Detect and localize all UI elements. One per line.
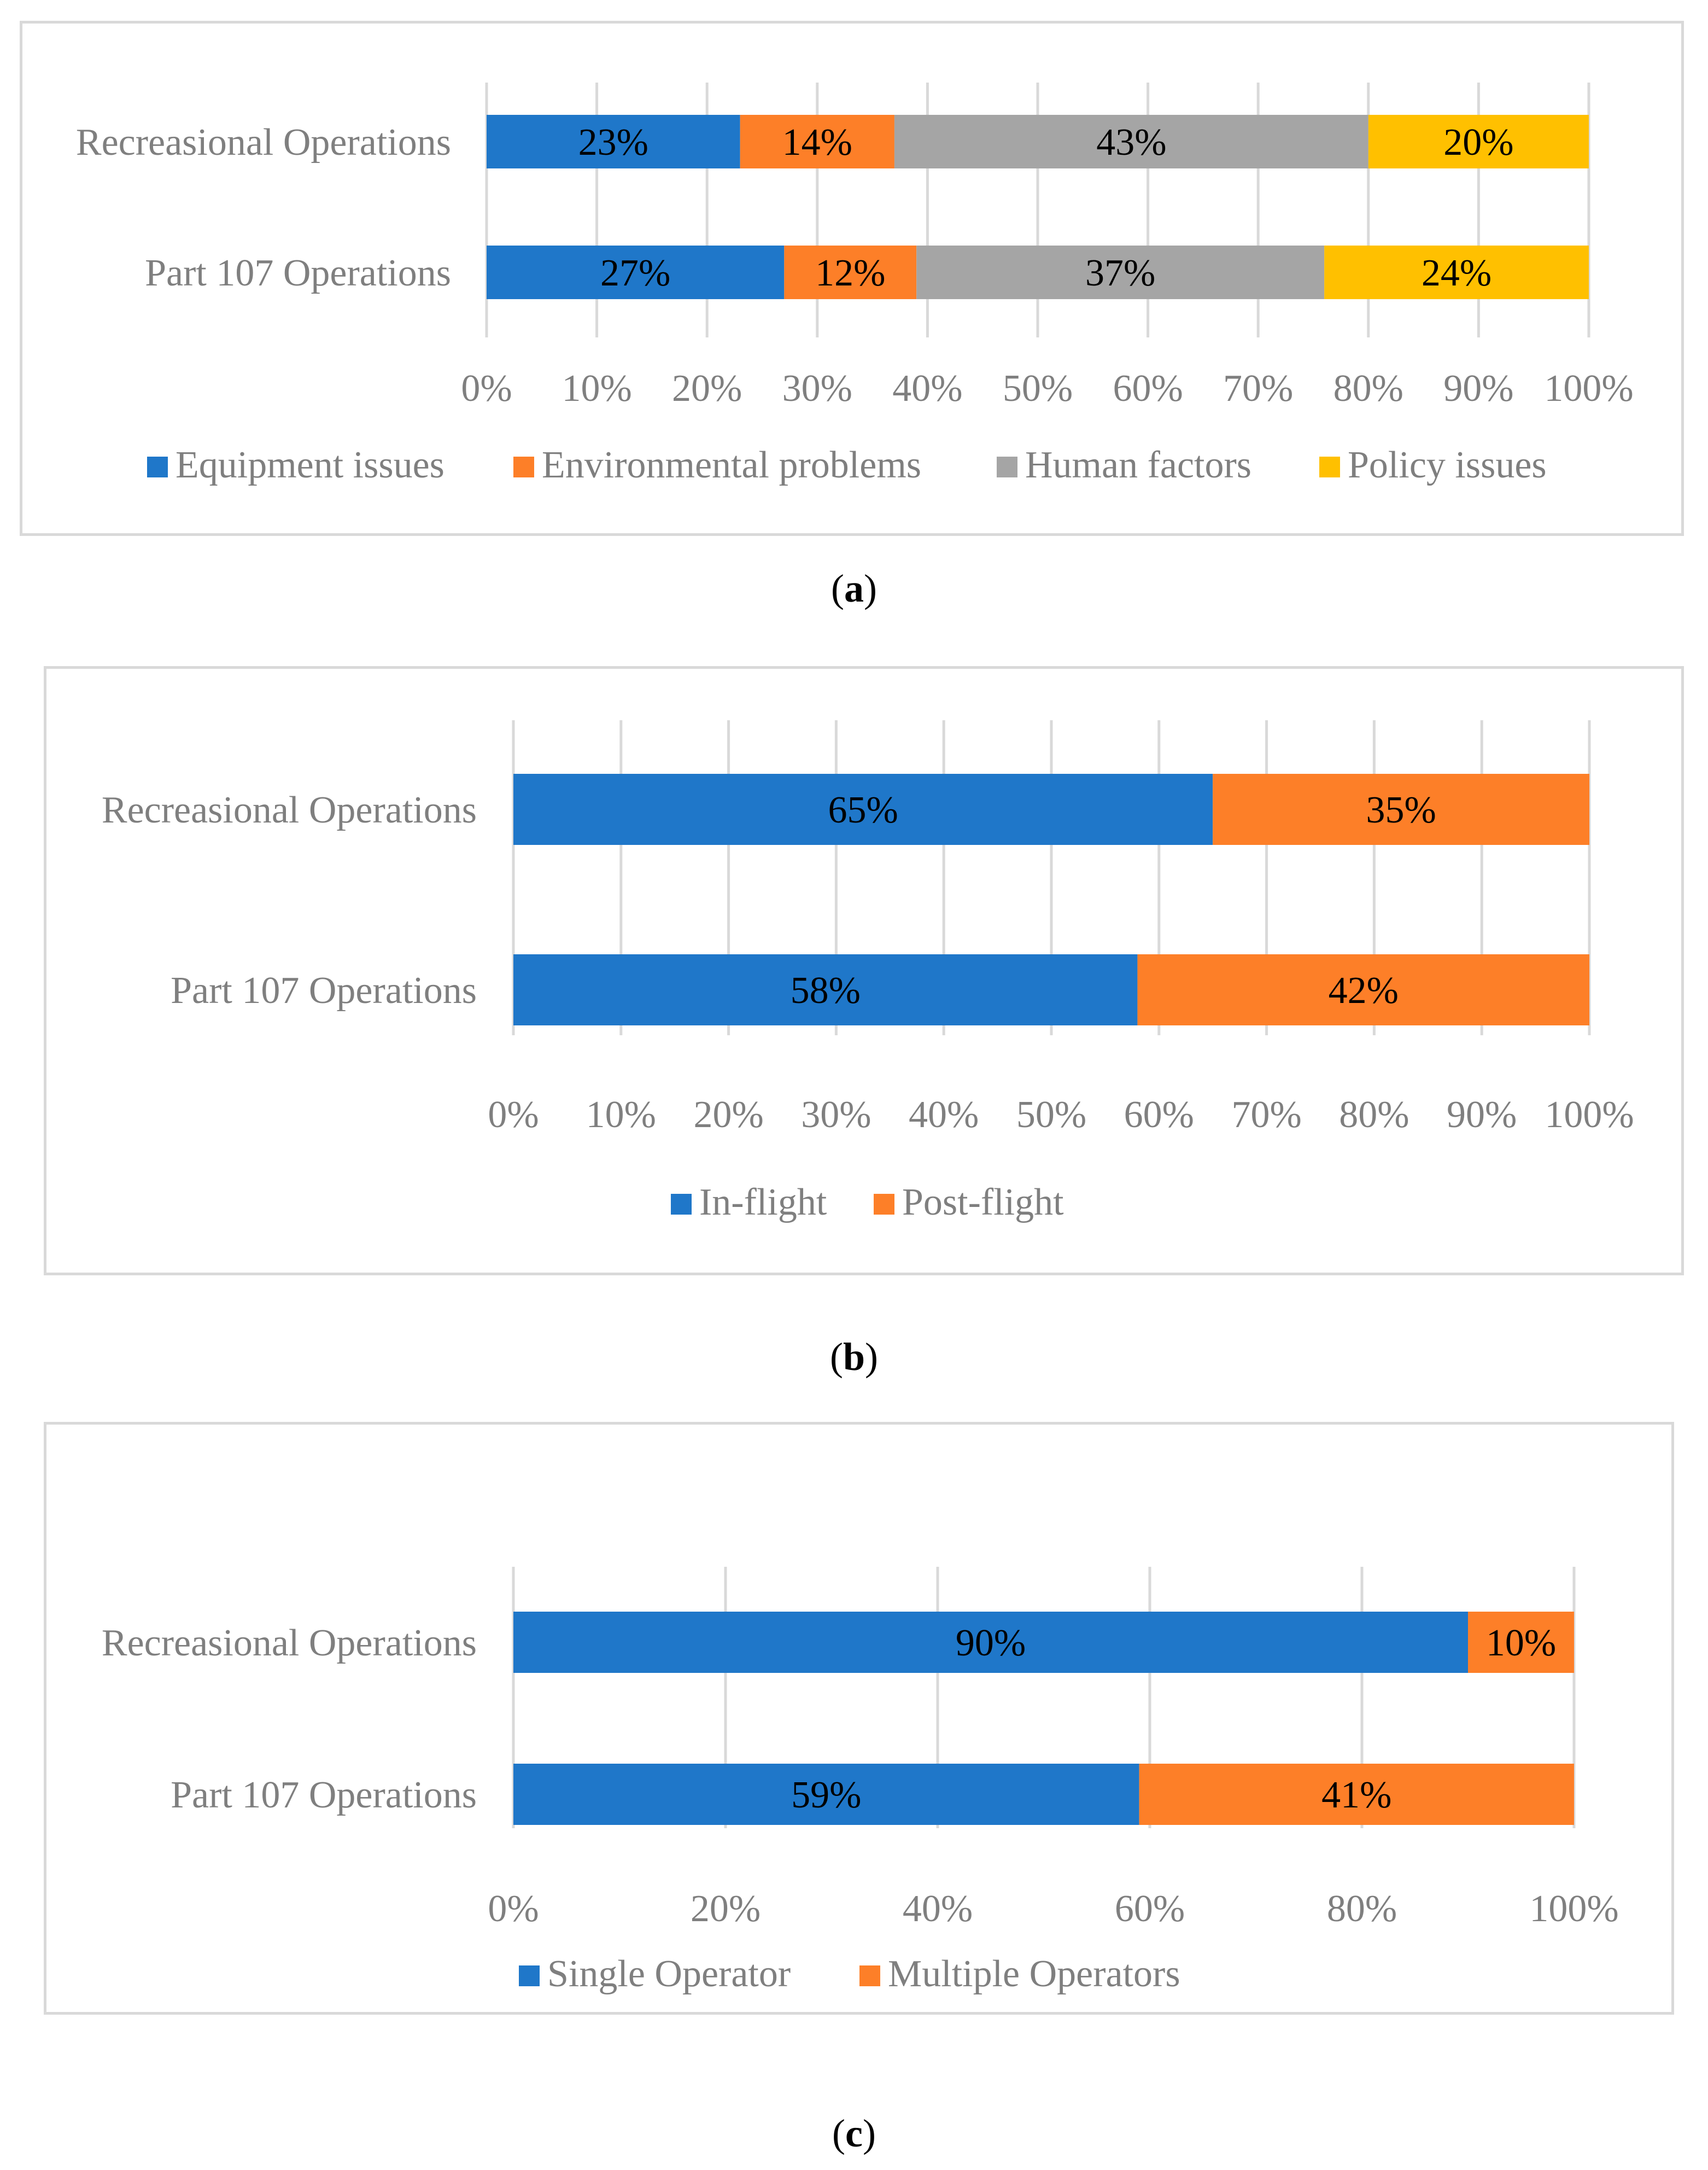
legend-label-c-0: Single Operator: [547, 1953, 791, 1995]
category-label-a-0: Recreasional Operations: [76, 121, 451, 164]
tick-label-b-0: 0%: [488, 1094, 539, 1136]
tick-label-a-0: 0%: [461, 368, 512, 410]
category-label-c-0: Recreasional Operations: [102, 1622, 477, 1664]
chart-c-svg: 0% 20% 40% 60% 80% 100% Recreasional Operation…: [102, 1567, 1619, 1995]
chart-a-svg: 0% 10% 20% 30% 40% 50% 60% 70% 80% 90% 100% Recreas…: [76, 83, 1634, 486]
tick-label-b-4: 40%: [909, 1094, 979, 1136]
legend-swatch-a-3: [1319, 457, 1340, 477]
bar-a-0-3: [1368, 115, 1589, 168]
tick-label-c-5: 100%: [1529, 1888, 1618, 1930]
bar-c-1-1: [1139, 1764, 1574, 1825]
data-label-a-0-2: 43%: [1096, 121, 1166, 164]
data-label-c-1-0: 59%: [791, 1774, 861, 1816]
bar-a-1-0: [487, 246, 785, 299]
legend-swatch-b-0: [671, 1194, 692, 1215]
data-label-b-0-1: 35%: [1366, 789, 1436, 831]
bar-a-0-1: [740, 115, 894, 168]
legend-swatch-b-1: [874, 1194, 894, 1215]
tick-label-b-5: 50%: [1016, 1094, 1086, 1136]
bar-a-1-1: [784, 246, 917, 299]
legend-swatch-a-0: [147, 457, 168, 477]
data-label-a-1-3: 24%: [1422, 252, 1491, 294]
legend-swatch-a-2: [997, 457, 1017, 477]
tick-label-a-1: 10%: [561, 368, 631, 410]
tick-label-a-10: 100%: [1544, 368, 1633, 410]
tick-label-a-3: 30%: [782, 368, 852, 410]
data-label-c-0-1: 10%: [1486, 1622, 1556, 1664]
legend-label-a-3: Policy issues: [1348, 444, 1547, 486]
tick-label-c-3: 60%: [1115, 1888, 1185, 1930]
bar-b-0-1: [1213, 774, 1589, 845]
data-label-a-1-1: 12%: [815, 252, 885, 294]
legend-label-b-0: In-flight: [699, 1181, 827, 1223]
caption-b: (b): [829, 1335, 878, 1379]
bar-b-0-0: [513, 774, 1213, 845]
chart-panel-a: 0% 10% 20% 30% 40% 50% 60% 70% 80% 90% 100% Recreas…: [20, 21, 1684, 536]
tick-label-a-5: 50%: [1003, 368, 1073, 410]
chart-panel-b: 0% 10% 20% 30% 40% 50% 60% 70% 80% 90% 100% Recreas…: [44, 666, 1684, 1275]
tick-label-a-7: 70%: [1223, 368, 1293, 410]
category-label-a-1: Part 107 Operations: [145, 252, 451, 294]
data-label-c-1-1: 41%: [1321, 1774, 1391, 1816]
caption-b-letter: b: [843, 1335, 865, 1379]
bar-b-1-1: [1137, 954, 1589, 1025]
category-label-b-1: Part 107 Operations: [171, 970, 477, 1012]
caption-a-letter: a: [844, 567, 864, 610]
data-label-a-0-1: 14%: [782, 121, 852, 164]
data-label-a-0-0: 23%: [578, 121, 648, 164]
tick-label-b-1: 10%: [586, 1094, 656, 1136]
tick-label-c-4: 80%: [1327, 1888, 1397, 1930]
data-label-b-0-0: 65%: [828, 789, 898, 831]
bar-c-0-0: [513, 1612, 1468, 1673]
tick-label-b-8: 80%: [1339, 1094, 1409, 1136]
tick-label-c-0: 0%: [488, 1888, 539, 1930]
tick-label-a-6: 60%: [1113, 368, 1183, 410]
legend-label-a-1: Environmental problems: [542, 444, 921, 486]
legend-swatch-a-1: [513, 457, 534, 477]
tick-label-a-2: 20%: [672, 368, 742, 410]
legend-label-a-2: Human factors: [1025, 444, 1251, 486]
data-label-a-1-0: 27%: [600, 252, 670, 294]
tick-label-b-3: 30%: [801, 1094, 871, 1136]
tick-label-b-10: 100%: [1545, 1094, 1634, 1136]
category-label-c-1: Part 107 Operations: [171, 1774, 477, 1816]
bar-a-1-3: [1324, 246, 1589, 299]
legend-swatch-c-1: [859, 1965, 880, 1986]
legend-label-c-1: Multiple Operators: [888, 1953, 1180, 1995]
bar-b-1-0: [513, 954, 1138, 1025]
data-label-b-1-0: 58%: [791, 970, 861, 1012]
bar-a-0-0: [487, 115, 740, 168]
bar-c-0-1: [1468, 1612, 1574, 1673]
data-label-b-1-1: 42%: [1329, 970, 1399, 1012]
tick-label-b-9: 90%: [1447, 1094, 1517, 1136]
tick-label-c-1: 20%: [691, 1888, 761, 1930]
legend-swatch-c-0: [519, 1965, 540, 1986]
bar-a-0-2: [894, 115, 1368, 168]
category-label-b-0: Recreasional Operations: [102, 789, 477, 831]
bar-a-1-2: [916, 246, 1325, 299]
legend-label-b-1: Post-flight: [902, 1181, 1064, 1223]
data-label-c-0-0: 90%: [956, 1622, 1026, 1664]
tick-label-a-9: 90%: [1443, 368, 1513, 410]
caption-a: (a): [831, 567, 877, 610]
tick-label-a-8: 80%: [1333, 368, 1403, 410]
tick-label-b-7: 70%: [1231, 1094, 1301, 1136]
chart-panel-c: 0% 20% 40% 60% 80% 100% Recreasional Operation…: [44, 1422, 1674, 2015]
tick-label-a-4: 40%: [892, 368, 962, 410]
tick-label-b-2: 20%: [693, 1094, 763, 1136]
data-label-a-0-3: 20%: [1443, 121, 1513, 164]
data-label-a-1-2: 37%: [1085, 252, 1155, 294]
chart-b-svg: 0% 10% 20% 30% 40% 50% 60% 70% 80% 90% 100% Recreas…: [102, 720, 1634, 1223]
bar-c-1-0: [513, 1764, 1139, 1825]
caption-c: (c): [832, 2111, 876, 2155]
tick-label-c-2: 40%: [903, 1888, 973, 1930]
tick-label-b-6: 60%: [1124, 1094, 1194, 1136]
legend-label-a-0: Equipment issues: [176, 444, 444, 486]
caption-c-letter: c: [845, 2111, 863, 2155]
